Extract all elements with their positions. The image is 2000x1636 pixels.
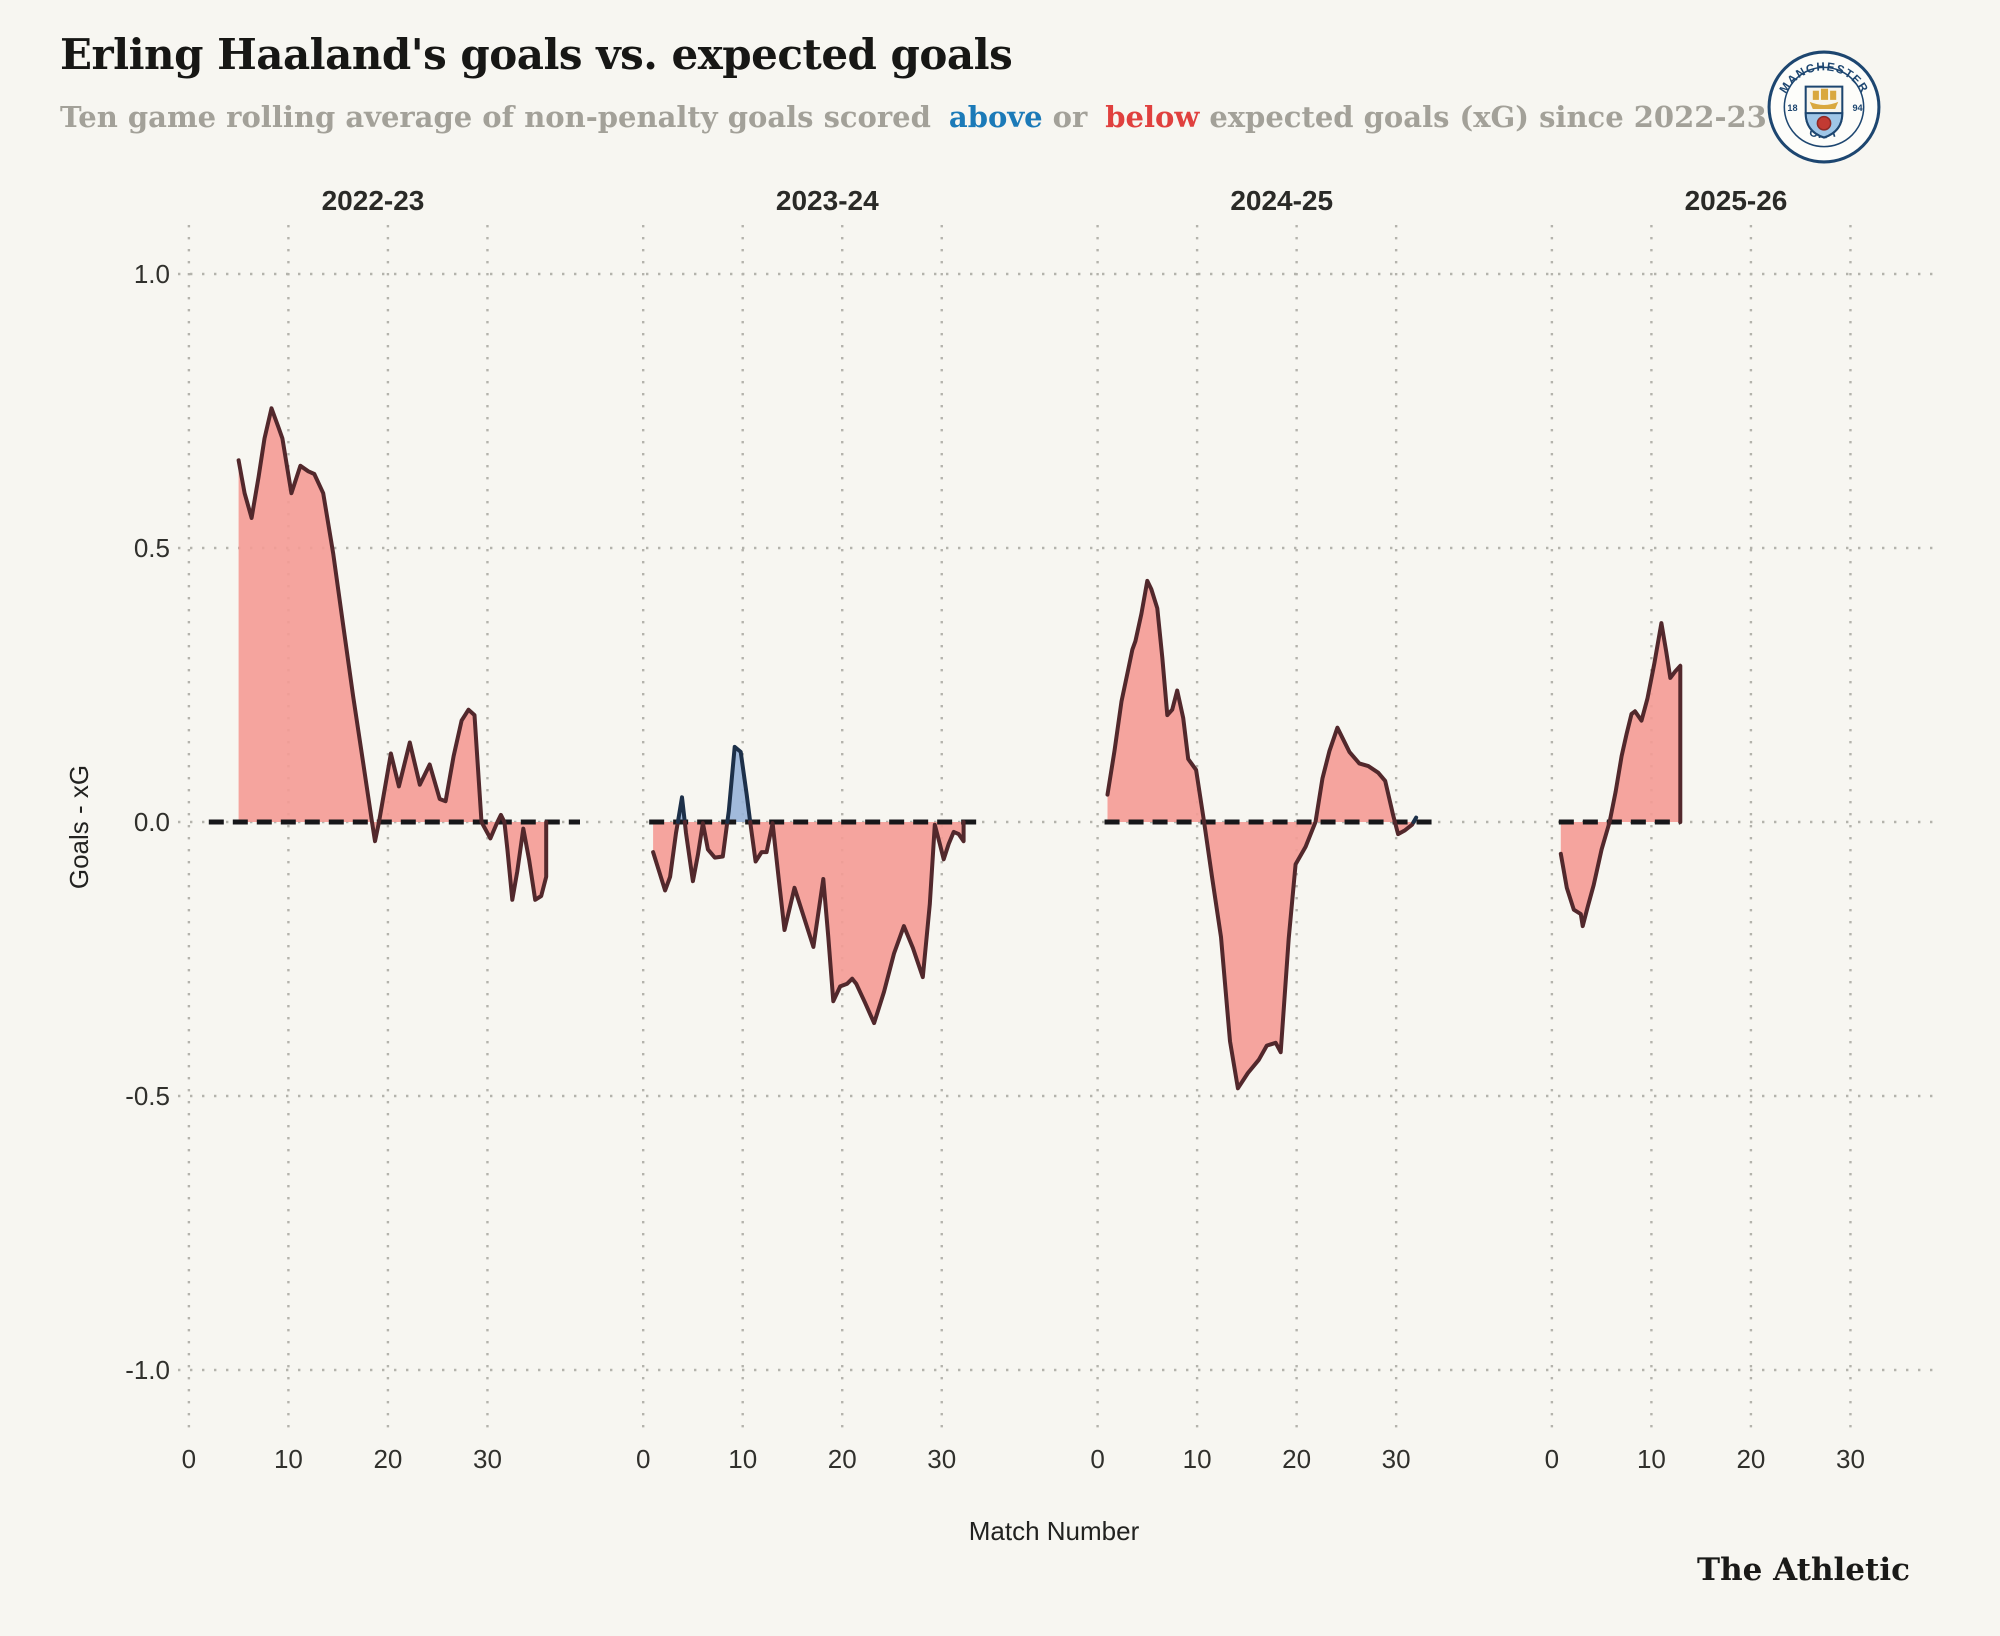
- gridlines: [178, 225, 1940, 1430]
- badge-year-right: 94: [1852, 103, 1863, 113]
- subtitle-prefix: Ten game rolling average of non-penalty …: [60, 100, 931, 134]
- area-below: [1560, 623, 1681, 927]
- badge-ship-icon: [1809, 88, 1839, 110]
- subtitle-above-keyword: above: [948, 100, 1043, 134]
- series-line: [748, 820, 966, 1026]
- facet-2025-26: 2025-26 0 10 20 30: [1545, 185, 1865, 1474]
- series-line: [675, 795, 687, 824]
- y-tick-label: 0.5: [134, 533, 170, 563]
- series-line: [1411, 815, 1419, 824]
- x-tick-label: 0: [1545, 1444, 1559, 1474]
- series-line: [651, 820, 680, 893]
- area-below: [653, 822, 678, 891]
- subtitle-suffix: expected goals (xG) since 2022-23: [1209, 100, 1767, 134]
- series-line: [725, 744, 753, 824]
- series-line: [236, 406, 549, 902]
- x-tick-label: 10: [1183, 1444, 1212, 1474]
- facet-title: 2022-23: [322, 185, 425, 216]
- page-subtitle: Ten game rolling average of non-penalty …: [60, 100, 1775, 134]
- page-title: Erling Haaland's goals vs. expected goal…: [60, 30, 1013, 79]
- facet-2024-25: 2024-25 0 10 20 30: [1090, 185, 1433, 1474]
- y-tick-label: -1.0: [125, 1355, 170, 1385]
- facet-title: 2025-26: [1685, 185, 1788, 216]
- y-tick-label: 0.0: [134, 807, 170, 837]
- area-below: [750, 822, 964, 1024]
- series-line: [682, 820, 730, 884]
- x-tick-label: 20: [373, 1444, 402, 1474]
- facet-title: 2023-24: [776, 185, 879, 216]
- x-axis-title: Match Number: [969, 1516, 1140, 1546]
- badge-year-left: 18: [1787, 103, 1797, 113]
- x-tick-label: 30: [473, 1444, 502, 1474]
- facet-2023-24: 2023-24 0 10 20 30: [636, 185, 977, 1474]
- area-below: [238, 408, 547, 900]
- area-below: [1107, 580, 1395, 1089]
- series-line: [1558, 621, 1683, 929]
- club-badge: MANCHESTER CITY 18 94: [1767, 50, 1881, 164]
- x-tick-label: 0: [182, 1444, 196, 1474]
- x-tick-label: 20: [828, 1444, 857, 1474]
- series-line: [1392, 820, 1416, 837]
- x-tick-label: 10: [728, 1444, 757, 1474]
- x-tick-label: 30: [1382, 1444, 1411, 1474]
- badge-rose-icon: [1816, 115, 1832, 131]
- x-tick-label: 10: [1637, 1444, 1666, 1474]
- y-axis-title: Goals - xG: [64, 765, 94, 889]
- x-tick-label: 0: [636, 1444, 650, 1474]
- facet-2022-23: 2022-23 0 10 20 30: [182, 185, 580, 1474]
- subtitle-or: or: [1052, 100, 1088, 134]
- brand-wordmark: The Athletic: [1697, 1552, 1910, 1588]
- subtitle-below-keyword: below: [1105, 100, 1200, 134]
- x-tick-label: 20: [1736, 1444, 1765, 1474]
- series-line: [1105, 578, 1397, 1091]
- y-tick-label: -0.5: [125, 1081, 170, 1111]
- y-tick-label: 1.0: [134, 259, 170, 289]
- x-tick-label: 30: [927, 1444, 956, 1474]
- x-tick-label: 10: [274, 1444, 303, 1474]
- x-tick-label: 0: [1090, 1444, 1104, 1474]
- x-tick-label: 30: [1836, 1444, 1865, 1474]
- facet-title: 2024-25: [1230, 185, 1333, 216]
- x-tick-label: 20: [1282, 1444, 1311, 1474]
